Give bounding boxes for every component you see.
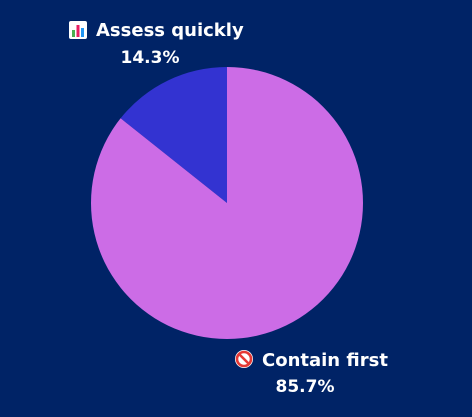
slice-label-contain-first: Contain first 85.7% <box>235 350 388 397</box>
bar-chart-icon <box>69 21 87 39</box>
slice-name-label: Contain first <box>262 350 388 371</box>
slice-value-label: 14.3% <box>121 48 180 68</box>
slice-name-label: Assess quickly <box>96 20 244 41</box>
slices-layer <box>91 67 363 340</box>
pie-slice-assess-quickly <box>120 67 227 203</box>
slice-value-label: 85.7% <box>276 377 335 397</box>
slice-label-assess-quickly: Assess quickly 14.3% <box>69 20 244 68</box>
no-entry-icon <box>235 350 253 368</box>
pie-slice-contain-first <box>91 67 363 340</box>
